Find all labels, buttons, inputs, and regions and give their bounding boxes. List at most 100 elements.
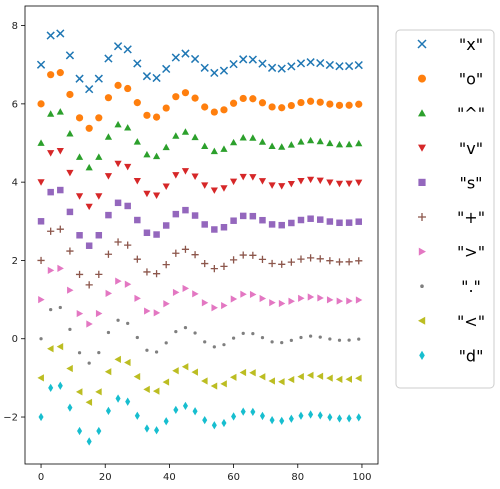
data-point xyxy=(298,294,305,302)
data-point xyxy=(316,58,325,68)
data-point xyxy=(56,225,64,233)
data-point xyxy=(56,69,64,77)
data-point xyxy=(154,350,159,354)
data-point xyxy=(162,183,170,190)
data-point xyxy=(87,361,91,365)
data-point xyxy=(133,373,141,381)
data-point xyxy=(152,270,161,278)
data-point xyxy=(152,192,161,199)
data-point xyxy=(142,72,152,81)
data-point xyxy=(307,371,314,379)
data-point xyxy=(239,94,247,103)
y-tick-label: 4 xyxy=(12,178,18,189)
data-point xyxy=(231,336,236,340)
data-point xyxy=(268,182,276,189)
data-point xyxy=(124,124,132,131)
legend-item: "<" xyxy=(418,312,485,331)
data-point xyxy=(201,259,209,268)
data-point xyxy=(162,104,170,112)
data-point xyxy=(191,173,199,180)
data-point xyxy=(56,108,64,115)
legend-frame xyxy=(395,29,495,389)
data-point xyxy=(210,68,219,78)
plot-area xyxy=(24,5,379,465)
data-point xyxy=(181,245,190,253)
series-d xyxy=(38,381,362,446)
data-point xyxy=(97,351,101,355)
data-point xyxy=(280,340,284,345)
data-point xyxy=(335,375,343,383)
data-point xyxy=(172,367,179,375)
data-point xyxy=(85,163,93,171)
data-point xyxy=(47,345,54,353)
data-point xyxy=(58,305,62,310)
data-point xyxy=(201,377,208,385)
data-point xyxy=(210,187,218,194)
data-point xyxy=(297,138,305,145)
data-point xyxy=(85,281,93,289)
data-point xyxy=(105,406,111,415)
data-point xyxy=(75,270,84,279)
y-axis: −2 0 2 4 6 8 xyxy=(3,21,25,424)
data-point xyxy=(66,364,73,373)
data-point xyxy=(278,260,286,268)
series-x xyxy=(36,29,363,94)
data-point xyxy=(143,229,151,237)
data-point xyxy=(306,58,315,67)
data-point xyxy=(104,94,113,102)
data-point xyxy=(326,218,334,225)
data-point xyxy=(104,133,113,140)
data-point xyxy=(114,160,122,168)
legend-label: "x" xyxy=(459,35,483,54)
data-point xyxy=(95,114,103,122)
data-point xyxy=(316,177,324,185)
data-point xyxy=(114,81,122,89)
data-point xyxy=(345,180,353,188)
data-point xyxy=(37,139,45,146)
data-point xyxy=(251,331,255,336)
data-point xyxy=(75,153,84,160)
x-tick-label: 80 xyxy=(291,472,304,483)
data-point xyxy=(144,307,151,315)
x-tick-label: 40 xyxy=(163,472,176,483)
data-point xyxy=(172,93,180,101)
data-point xyxy=(229,178,238,186)
data-point xyxy=(133,255,141,263)
data-point xyxy=(106,330,111,335)
data-point xyxy=(133,59,142,68)
data-point xyxy=(153,309,161,317)
data-point xyxy=(85,124,93,132)
data-point xyxy=(278,183,286,190)
data-point xyxy=(56,148,64,155)
series-o xyxy=(37,69,363,132)
data-point xyxy=(337,338,342,342)
data-point xyxy=(57,381,63,390)
data-point xyxy=(124,358,131,367)
data-point xyxy=(308,410,314,419)
data-point xyxy=(220,380,227,388)
x-axis: 0 20 40 60 80 100 xyxy=(38,464,372,483)
data-point xyxy=(75,388,83,396)
data-point xyxy=(47,266,55,275)
data-point xyxy=(211,304,218,312)
data-point xyxy=(345,219,353,226)
data-point xyxy=(114,238,122,246)
data-point xyxy=(95,309,103,318)
data-point xyxy=(221,418,227,428)
data-point xyxy=(345,101,353,109)
data-point xyxy=(114,355,121,364)
data-point xyxy=(134,216,141,224)
data-point xyxy=(65,51,75,60)
series-^ xyxy=(37,108,363,171)
series-. xyxy=(39,305,361,365)
data-point xyxy=(182,284,190,293)
data-point xyxy=(259,411,265,421)
data-point xyxy=(191,133,199,141)
data-point xyxy=(335,62,344,71)
data-point xyxy=(181,168,190,175)
data-point xyxy=(335,258,344,266)
data-point xyxy=(344,61,354,71)
data-point xyxy=(278,299,286,308)
data-point xyxy=(355,374,362,382)
